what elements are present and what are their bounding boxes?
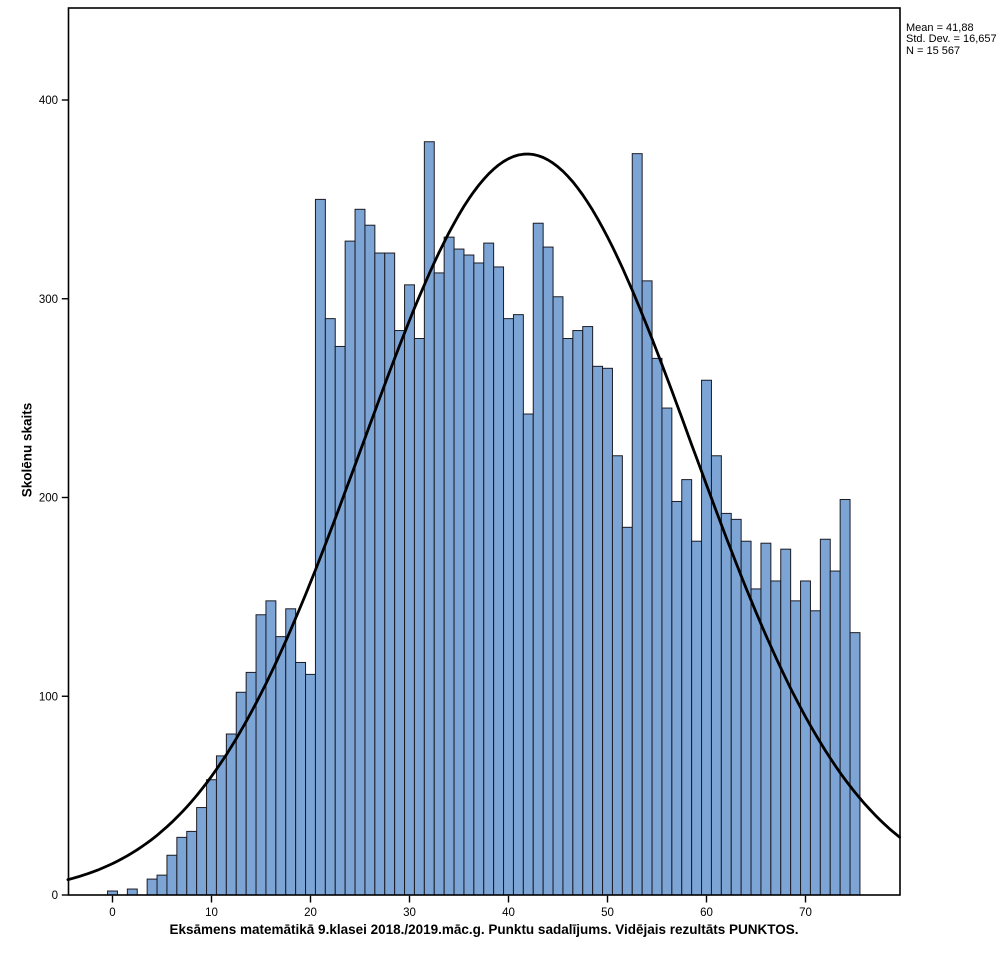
histogram-bar xyxy=(542,246,554,896)
histogram-bar xyxy=(770,580,782,896)
y-axis-title: Skolēnu skaits xyxy=(19,402,35,498)
histogram-bar xyxy=(354,208,366,896)
histogram-bar xyxy=(829,570,841,896)
histogram-bar xyxy=(681,479,693,896)
x-tick-label: 30 xyxy=(403,907,416,919)
histogram-bar xyxy=(275,636,287,896)
histogram-bar xyxy=(760,542,772,896)
histogram-bar xyxy=(512,314,524,896)
histogram-bar xyxy=(483,242,495,896)
histogram-bar xyxy=(839,498,851,896)
histogram-bar xyxy=(651,357,663,896)
plot-frame xyxy=(67,7,901,896)
y-tick-label: 400 xyxy=(39,95,58,107)
histogram-bar xyxy=(463,254,475,896)
y-tick-label: 200 xyxy=(39,493,58,505)
histogram-bar xyxy=(602,367,613,896)
stat-mean: Mean = 41,88 xyxy=(906,22,974,34)
histogram-bar xyxy=(809,610,821,896)
histogram-bar xyxy=(265,600,277,896)
histogram-bar xyxy=(849,632,861,896)
x-tick-label: 20 xyxy=(304,907,317,919)
stats-box: Mean = 41,88 Std. Dev. = 16,657 N = 15 5… xyxy=(906,22,997,57)
y-tick-label: 100 xyxy=(39,691,58,703)
histogram-bar xyxy=(790,600,802,896)
histogram-bar xyxy=(384,252,396,896)
histogram-bar xyxy=(324,318,336,896)
histogram-bar xyxy=(413,338,425,896)
histogram-bar xyxy=(691,540,703,896)
histogram-bar xyxy=(493,266,505,896)
normal-curve xyxy=(66,152,901,881)
histogram-bar xyxy=(592,365,604,896)
histogram-bar xyxy=(582,326,594,896)
histogram-bar xyxy=(156,874,168,896)
histogram-bar xyxy=(671,500,683,896)
histogram-bar xyxy=(176,836,188,896)
histogram-bar xyxy=(186,830,198,896)
histogram-bar xyxy=(404,284,415,896)
x-axis-title: Eksāmens matemātikā 9.klasei 2018./2019.… xyxy=(169,922,799,937)
histogram-bar xyxy=(661,407,673,896)
histogram-bar xyxy=(374,252,386,896)
histogram-bar xyxy=(532,222,544,896)
histogram-bar xyxy=(800,580,811,896)
y-tick-label: 300 xyxy=(39,294,58,306)
histogram-bar xyxy=(344,240,356,896)
x-tick-label: 70 xyxy=(799,907,812,919)
histogram-bar xyxy=(819,538,831,896)
histogram-bar xyxy=(305,673,316,896)
histogram-bar xyxy=(631,153,643,896)
x-tick-label: 60 xyxy=(700,907,713,919)
histogram-bar xyxy=(522,413,534,896)
histogram-bar xyxy=(196,807,208,896)
histogram-bar xyxy=(473,262,485,896)
stat-std-dev: Std. Dev. = 16,657 xyxy=(906,33,997,46)
histogram-bar xyxy=(433,272,445,896)
histogram-bar xyxy=(255,614,267,896)
histogram-bar xyxy=(503,318,514,896)
histogram-bar xyxy=(225,733,237,896)
x-tick-label: 0 xyxy=(109,907,115,919)
y-tick-label: 0 xyxy=(52,890,58,902)
x-tick-label: 40 xyxy=(502,907,515,919)
histogram-bar xyxy=(334,345,346,896)
histogram-bar xyxy=(285,608,297,896)
histogram-bar xyxy=(780,548,792,896)
histogram-bar xyxy=(423,141,435,896)
x-tick-label: 50 xyxy=(601,907,614,919)
histogram-bar xyxy=(126,888,138,896)
histogram-bar xyxy=(443,236,455,896)
histogram-bar xyxy=(552,296,564,896)
stat-n: N = 15 567 xyxy=(906,44,961,57)
histogram-bar xyxy=(641,280,653,896)
histogram-bar xyxy=(750,588,762,896)
histogram-bar xyxy=(720,512,732,896)
x-tick-label: 10 xyxy=(205,907,218,919)
histogram-bar xyxy=(146,878,158,896)
histogram-bar xyxy=(166,854,178,896)
histogram-bar xyxy=(701,379,712,896)
histogram-bar xyxy=(206,779,217,896)
histogram-bar xyxy=(562,338,574,896)
histogram-bar xyxy=(295,661,307,896)
histogram-bar xyxy=(572,330,584,896)
histogram-bar xyxy=(215,755,227,896)
histogram-bar xyxy=(394,330,406,896)
histogram-bar xyxy=(453,248,465,896)
histogram-bar xyxy=(364,224,376,896)
histogram-bar xyxy=(611,455,623,896)
histogram-bar xyxy=(621,526,633,896)
